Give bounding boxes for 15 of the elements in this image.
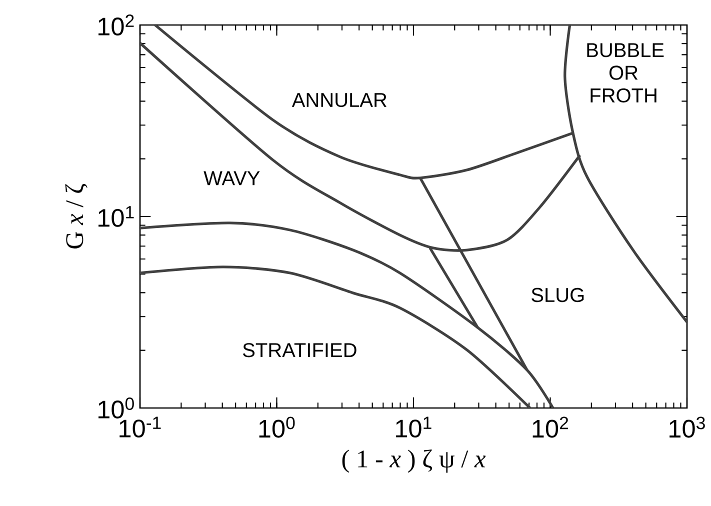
y-tick-label: 10$^{1}$: [98, 206, 134, 227]
x-tick-label: 10$^{2}$: [532, 416, 568, 438]
annotation: BUBBLE OR FROTH: [587, 43, 664, 103]
annotation: SLUG: [532, 288, 584, 302]
annotation: ANNULAR: [292, 93, 386, 108]
x-axis-title: ( 1 - x ) ζ ψ / x: [342, 450, 486, 473]
y-tick-label: 10$^{2}$: [98, 14, 134, 36]
y-axis-title: G x / ζ: [65, 184, 88, 248]
annotation: WAVY: [204, 171, 260, 186]
x-tick-label: 10$^{3}$: [670, 416, 705, 438]
x-tick-label: 10$^{1}$: [396, 416, 432, 438]
x-tick-label: 10$^{-1}$: [120, 416, 161, 438]
y-tick-label: 10$^{0}$: [98, 397, 134, 418]
annotation: STRATIFIED: [242, 343, 356, 358]
x-tick-label: 10$^{0}$: [259, 416, 295, 438]
